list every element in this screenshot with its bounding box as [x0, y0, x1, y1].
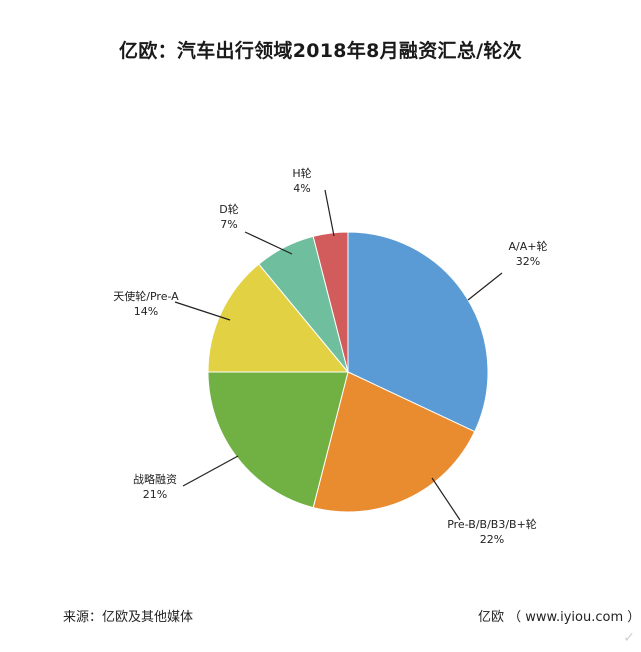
leader-line [431, 477, 461, 521]
leader-line [324, 189, 335, 237]
chart-title: 亿欧：汽车出行领域2018年8月融资汇总/轮次 [119, 40, 522, 62]
slice-category-label: H轮 [292, 166, 311, 180]
watermark-icon: ✓ [623, 630, 635, 646]
pie-chart: A/A+轮 32% Pre-B/B/B3/B+轮 22% 战略融资 21% 天使轮/Pre-… [113, 166, 547, 546]
pie-slice [347, 231, 489, 433]
slice-category-label: A/A+轮 [509, 239, 548, 253]
slice-value-label: 14% [134, 305, 158, 318]
pie-slice [312, 231, 349, 373]
pie-slice [207, 263, 350, 373]
credit-note: 亿欧 （ www.iyiou.com ） [478, 610, 641, 625]
slice-category-label: D轮 [219, 202, 238, 216]
slice-value-label: 4% [293, 182, 310, 195]
slice-value-label: 7% [220, 218, 237, 231]
slice-category-label: 天使轮/Pre-A [113, 289, 179, 303]
slice-labels: A/A+轮 32% Pre-B/B/B3/B+轮 22% 战略融资 21% 天使轮/Pre-… [113, 166, 547, 546]
source-note: 来源：亿欧及其他媒体 [63, 610, 194, 625]
leader-line [174, 301, 231, 321]
pie-slices [207, 231, 489, 513]
pie-slice [207, 371, 349, 509]
leader-line [467, 272, 503, 301]
leader-line [244, 231, 293, 255]
leader-lines [174, 189, 503, 521]
leader-line [182, 455, 239, 487]
slice-category-label: Pre-B/B/B3/B+轮 [447, 517, 537, 531]
slice-value-label: 21% [143, 488, 167, 501]
pie-slice [312, 371, 476, 513]
slice-value-label: 22% [480, 533, 504, 546]
slice-value-label: 32% [516, 255, 540, 268]
slice-category-label: 战略融资 [133, 472, 177, 486]
